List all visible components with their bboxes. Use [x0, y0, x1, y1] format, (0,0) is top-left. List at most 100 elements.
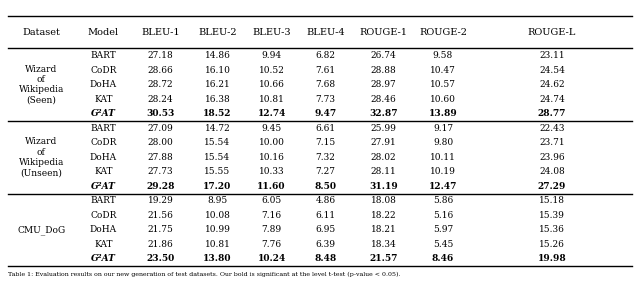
Text: 28.11: 28.11 [371, 167, 397, 176]
Text: 9.94: 9.94 [262, 51, 282, 60]
Text: 11.60: 11.60 [257, 182, 286, 191]
Text: 5.16: 5.16 [433, 211, 453, 220]
Text: 15.55: 15.55 [204, 167, 230, 176]
Text: 19.29: 19.29 [148, 196, 173, 205]
Text: ROUGE-2: ROUGE-2 [419, 28, 467, 37]
Text: 15.54: 15.54 [204, 138, 230, 147]
Text: 28.46: 28.46 [371, 95, 397, 104]
Text: 15.36: 15.36 [539, 225, 565, 234]
Text: CoDR: CoDR [90, 138, 116, 147]
Text: Model: Model [88, 28, 119, 37]
Text: BART: BART [90, 124, 116, 133]
Text: 13.89: 13.89 [429, 109, 458, 118]
Text: 10.33: 10.33 [259, 167, 284, 176]
Text: DoHA: DoHA [90, 153, 117, 162]
Text: 26.74: 26.74 [371, 51, 397, 60]
Text: BLEU-4: BLEU-4 [306, 28, 345, 37]
Text: 7.61: 7.61 [316, 66, 335, 75]
Text: 15.18: 15.18 [539, 196, 565, 205]
Text: 8.50: 8.50 [314, 182, 337, 191]
Text: 13.80: 13.80 [203, 255, 232, 263]
Text: 18.08: 18.08 [371, 196, 397, 205]
Text: 27.09: 27.09 [148, 124, 173, 133]
Text: 10.11: 10.11 [430, 153, 456, 162]
Text: 28.02: 28.02 [371, 153, 397, 162]
Text: BLEU-1: BLEU-1 [141, 28, 180, 37]
Text: 21.57: 21.57 [369, 255, 398, 263]
Text: 7.68: 7.68 [316, 80, 335, 89]
Text: ROUGE-1: ROUGE-1 [360, 28, 408, 37]
Text: G²AT: G²AT [91, 255, 116, 263]
Text: 12.47: 12.47 [429, 182, 457, 191]
Text: 10.66: 10.66 [259, 80, 285, 89]
Text: KAT: KAT [94, 240, 113, 249]
Text: 18.21: 18.21 [371, 225, 397, 234]
Text: 28.24: 28.24 [148, 95, 173, 104]
Text: 15.26: 15.26 [539, 240, 565, 249]
Text: 15.39: 15.39 [539, 211, 565, 220]
Text: 10.52: 10.52 [259, 66, 285, 75]
Text: 10.81: 10.81 [204, 240, 230, 249]
Text: CMU_DoG: CMU_DoG [17, 225, 65, 235]
Text: 9.58: 9.58 [433, 51, 453, 60]
Text: 10.99: 10.99 [204, 225, 230, 234]
Text: 5.86: 5.86 [433, 196, 453, 205]
Text: 7.32: 7.32 [316, 153, 335, 162]
Text: 27.29: 27.29 [538, 182, 566, 191]
Text: 30.53: 30.53 [147, 109, 175, 118]
Text: 16.38: 16.38 [205, 95, 230, 104]
Text: 9.47: 9.47 [314, 109, 337, 118]
Text: 24.62: 24.62 [539, 80, 564, 89]
Text: 6.95: 6.95 [316, 225, 335, 234]
Text: 23.96: 23.96 [539, 153, 564, 162]
Text: 6.11: 6.11 [316, 211, 335, 220]
Text: 28.00: 28.00 [148, 138, 173, 147]
Text: DoHA: DoHA [90, 80, 117, 89]
Text: 10.00: 10.00 [259, 138, 285, 147]
Text: 29.28: 29.28 [147, 182, 175, 191]
Text: 10.60: 10.60 [430, 95, 456, 104]
Text: 16.10: 16.10 [204, 66, 230, 75]
Text: 19.98: 19.98 [538, 255, 566, 263]
Text: 28.72: 28.72 [148, 80, 173, 89]
Text: G²AT: G²AT [91, 109, 116, 118]
Text: BART: BART [90, 51, 116, 60]
Text: 10.47: 10.47 [430, 66, 456, 75]
Text: 9.45: 9.45 [262, 124, 282, 133]
Text: KAT: KAT [94, 167, 113, 176]
Text: BLEU-3: BLEU-3 [252, 28, 291, 37]
Text: 7.89: 7.89 [262, 225, 282, 234]
Text: Wizard
of
Wikipedia
(Unseen): Wizard of Wikipedia (Unseen) [19, 137, 64, 177]
Text: 7.76: 7.76 [262, 240, 282, 249]
Text: 17.20: 17.20 [204, 182, 232, 191]
Text: 14.86: 14.86 [204, 51, 230, 60]
Text: 25.99: 25.99 [371, 124, 397, 133]
Text: 32.87: 32.87 [369, 109, 398, 118]
Text: 10.81: 10.81 [259, 95, 285, 104]
Text: 5.45: 5.45 [433, 240, 453, 249]
Text: BLEU-2: BLEU-2 [198, 28, 237, 37]
Text: 23.11: 23.11 [539, 51, 564, 60]
Text: 28.77: 28.77 [538, 109, 566, 118]
Text: 27.18: 27.18 [148, 51, 173, 60]
Text: 21.75: 21.75 [148, 225, 173, 234]
Text: 22.43: 22.43 [539, 124, 564, 133]
Text: 24.54: 24.54 [539, 66, 565, 75]
Text: CoDR: CoDR [90, 211, 116, 220]
Text: 24.08: 24.08 [539, 167, 565, 176]
Text: 9.17: 9.17 [433, 124, 453, 133]
Text: 27.91: 27.91 [371, 138, 397, 147]
Text: 28.97: 28.97 [371, 80, 397, 89]
Text: 23.50: 23.50 [147, 255, 175, 263]
Text: 5.97: 5.97 [433, 225, 453, 234]
Text: 6.05: 6.05 [262, 196, 282, 205]
Text: Wizard
of
Wikipedia
(Seen): Wizard of Wikipedia (Seen) [19, 65, 64, 105]
Text: 7.16: 7.16 [262, 211, 282, 220]
Text: 31.19: 31.19 [369, 182, 398, 191]
Text: 8.46: 8.46 [432, 255, 454, 263]
Text: CoDR: CoDR [90, 66, 116, 75]
Text: 21.86: 21.86 [148, 240, 173, 249]
Text: 6.61: 6.61 [316, 124, 335, 133]
Text: 12.74: 12.74 [257, 109, 285, 118]
Text: 10.57: 10.57 [430, 80, 456, 89]
